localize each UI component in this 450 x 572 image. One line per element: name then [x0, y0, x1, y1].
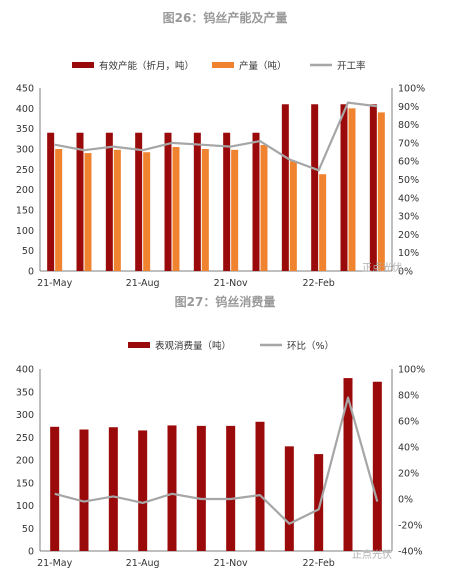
right-axis-tick-label: 50%: [398, 175, 419, 186]
bar-primary: [167, 425, 177, 551]
bar-secondary: [55, 149, 63, 271]
bar-primary: [255, 421, 265, 551]
x-axis-tick-label: 21-Nov: [214, 278, 248, 289]
bar-primary: [164, 132, 172, 271]
right-axis-tick-label: 0%: [398, 495, 413, 506]
bar-primary: [76, 132, 84, 271]
bar-primary: [284, 446, 294, 551]
bar-secondary: [377, 112, 385, 272]
bar-primary: [340, 104, 348, 272]
bar-primary: [311, 104, 319, 272]
right-axis-tick-label: 30%: [398, 212, 419, 223]
right-axis-tick-label: -40%: [398, 547, 423, 558]
chart1-title: 图26：钨丝产能及产量: [162, 11, 288, 25]
left-axis-tick-label: 250: [16, 165, 34, 176]
left-axis-tick-label: 350: [16, 387, 34, 398]
right-axis-tick-label: 0%: [398, 267, 413, 278]
x-axis-tick-label: 21-Nov: [214, 558, 248, 569]
bar-secondary: [143, 152, 151, 271]
left-axis-tick-label: 350: [16, 124, 34, 135]
bar-primary: [369, 104, 377, 272]
legend-label: 环比（%）: [287, 340, 334, 352]
right-axis-tick-label: 40%: [398, 193, 419, 204]
left-axis-tick-label: 200: [16, 456, 34, 467]
bar-secondary: [289, 161, 297, 271]
bar-primary: [105, 132, 113, 271]
right-axis-tick-label: 10%: [398, 248, 419, 259]
bar-primary: [47, 132, 55, 271]
left-axis-tick-label: 450: [16, 84, 34, 95]
bar-secondary: [84, 153, 92, 271]
right-axis-tick-label: -20%: [398, 521, 423, 532]
watermark-text: 正点光伏: [352, 548, 392, 561]
bar-secondary: [113, 149, 121, 271]
legend-label: 产量（吨）: [239, 60, 287, 72]
left-axis-tick-label: 300: [16, 410, 34, 421]
left-axis-tick-label: 100: [16, 501, 34, 512]
left-axis-tick-label: 50: [22, 246, 34, 257]
chart1-plot: 0 50 100 150 200 250 300 350 400 450 0% 10% 20% 30% 40…: [16, 60, 425, 289]
right-axis-tick-label: 40%: [398, 443, 419, 454]
left-axis-tick-label: 400: [16, 365, 34, 376]
chart2-title: 图27：钨丝消费量: [174, 295, 276, 309]
bar-secondary: [231, 149, 239, 271]
left-axis-tick-label: 0: [28, 547, 34, 558]
watermark-text: 正点光伏: [362, 261, 402, 274]
bar-primary: [252, 132, 260, 271]
right-axis-tick-label: 90%: [398, 102, 419, 113]
left-axis-tick-label: 200: [16, 185, 34, 196]
x-axis-tick-label: 22-Feb: [302, 278, 334, 289]
right-axis-tick-label: 80%: [398, 120, 419, 131]
bar-primary: [50, 426, 60, 551]
x-axis-tick-label: 21-Aug: [126, 278, 160, 289]
bar-primary: [79, 429, 89, 551]
line-series: [54, 396, 379, 525]
left-axis-tick-label: 0: [28, 267, 34, 278]
right-axis-tick-label: 60%: [398, 417, 419, 428]
left-axis-tick-label: 50: [22, 524, 34, 535]
x-axis-tick-label: 21-May: [37, 278, 73, 289]
left-axis-tick-label: 250: [16, 433, 34, 444]
bar-primary: [196, 425, 206, 551]
bar-primary: [226, 425, 236, 551]
bar-primary: [281, 104, 289, 272]
left-axis-tick-label: 150: [16, 478, 34, 489]
legend-swatch-bar: [128, 342, 150, 348]
bar-secondary: [319, 174, 327, 271]
x-axis-tick-label: 21-Aug: [126, 558, 160, 569]
bar-primary: [138, 430, 148, 551]
left-axis-tick-label: 300: [16, 145, 34, 156]
bar-primary: [108, 427, 118, 551]
right-axis-tick-label: 20%: [398, 469, 419, 480]
left-axis-tick-label: 150: [16, 206, 34, 217]
bar-secondary: [172, 146, 180, 271]
bar-primary: [372, 381, 382, 551]
legend-swatch-bar: [72, 62, 94, 68]
bar-primary: [314, 454, 324, 551]
bar-secondary: [260, 144, 268, 271]
legend-label: 有效产能（折月，吨）: [99, 60, 194, 72]
x-axis-tick-label: 21-May: [37, 558, 73, 569]
bar-secondary: [348, 108, 356, 271]
bar-primary: [193, 132, 201, 271]
legend-swatch-bar: [212, 62, 234, 68]
right-axis-tick-label: 100%: [398, 84, 425, 95]
legend-label: 开工率: [337, 60, 366, 72]
left-axis-tick-label: 400: [16, 104, 34, 115]
bar-primary: [343, 378, 353, 551]
bar-primary: [135, 132, 143, 271]
left-axis-tick-label: 100: [16, 226, 34, 237]
right-axis-tick-label: 20%: [398, 230, 419, 241]
bar-primary: [223, 132, 231, 271]
bar-secondary: [201, 149, 209, 271]
right-axis-tick-label: 60%: [398, 157, 419, 168]
right-axis-tick-label: 100%: [398, 365, 425, 376]
legend-label: 表观消费量（吨）: [155, 340, 231, 352]
x-axis-tick-label: 22-Feb: [302, 558, 334, 569]
line-series: [54, 101, 378, 172]
right-axis-tick-label: 80%: [398, 391, 419, 402]
right-axis-tick-label: 70%: [398, 138, 419, 149]
